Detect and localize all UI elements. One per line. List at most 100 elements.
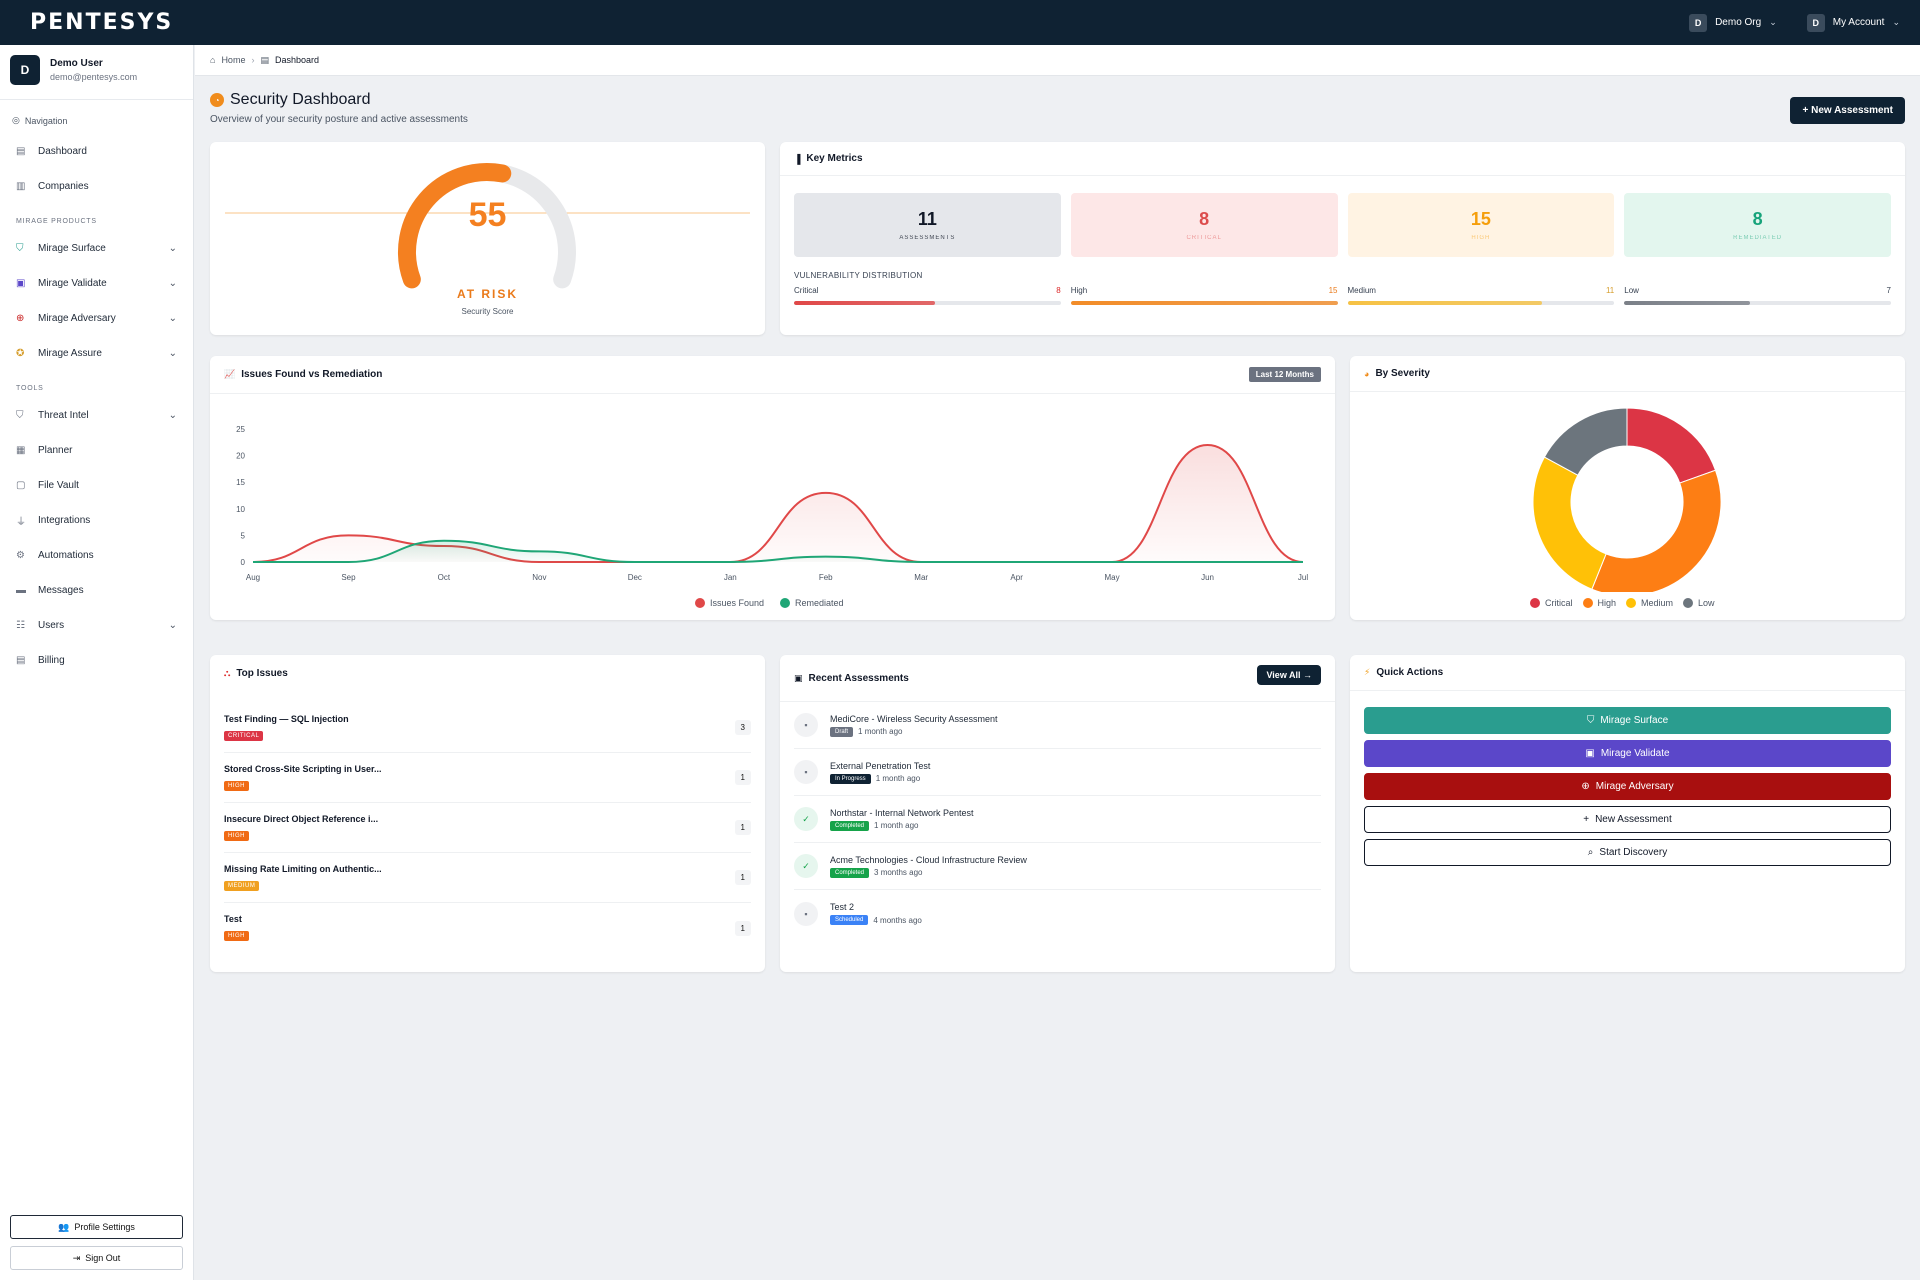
vault-icon: ▢: [16, 480, 26, 491]
plus-icon: +: [1583, 814, 1590, 825]
y-tick-label: 20: [236, 452, 245, 461]
robot-icon: ⚙: [16, 550, 25, 561]
legend-item[interactable]: Issues Found: [695, 598, 764, 608]
list-item[interactable]: Test HIGH 1: [224, 903, 751, 953]
legend-item[interactable]: Critical: [1530, 598, 1573, 608]
y-tick-label: 0: [241, 558, 246, 567]
metric-label: CRITICAL: [1186, 235, 1222, 241]
issue-title: Stored Cross-Site Scripting in User...: [224, 763, 382, 774]
distribution-high: High 15: [1070, 286, 1338, 305]
distribution-value: 8: [1056, 286, 1061, 295]
assessment-time: 1 month ago: [874, 821, 919, 830]
metric-card-assessments[interactable]: 11 ASSESSMENTS: [794, 193, 1061, 257]
sidebar-item-planner[interactable]: ▦ Planner: [0, 433, 193, 468]
legend-item[interactable]: Remediated: [780, 598, 844, 608]
list-item[interactable]: Insecure Direct Object Reference i... HIG…: [224, 803, 751, 853]
sidebar-item-label: Dashboard: [38, 146, 87, 157]
legend-item[interactable]: Medium: [1626, 598, 1673, 608]
legend-dot: [695, 598, 705, 608]
legend-dot: [780, 598, 791, 608]
section-tools: TOOLS: [16, 385, 44, 392]
quick-action-mirage-adversary[interactable]: ⊕ Mirage Adversary: [1364, 773, 1891, 800]
trend-legend: Issues Found Remediated: [695, 598, 844, 608]
quick-action-start-discovery[interactable]: ⌕ Start Discovery: [1364, 839, 1891, 866]
nav-heading: ◎ Navigation: [12, 115, 68, 126]
bar-chart-icon: ▐: [794, 153, 801, 164]
chevron-down-icon: ⌄: [168, 620, 177, 631]
sidebar-item-integrations[interactable]: ⏚ Integrations: [0, 503, 193, 538]
breadcrumb-separator: ›: [251, 55, 255, 65]
org-switcher[interactable]: D Demo Org ⌄: [1689, 13, 1777, 32]
y-tick-label: 25: [236, 425, 245, 434]
donut-slice-critical: [1626, 407, 1717, 484]
section-products: MIRAGE PRODUCTS: [16, 218, 97, 225]
list-item[interactable]: ✓ Northstar - Internal Network Pentest Com…: [794, 796, 1321, 843]
sidebar-item-dashboard[interactable]: ▤ Dashboard: [0, 134, 193, 169]
metric-card-high[interactable]: 15 HIGH: [1347, 193, 1615, 257]
sidebar-item-messages[interactable]: ▬ Messages: [0, 573, 193, 608]
list-item[interactable]: ✓ Acme Technologies - Cloud Infrastructur…: [794, 843, 1321, 890]
sidebar-item-users[interactable]: ☷ Users ⌄: [0, 608, 193, 643]
user-cog-icon: 👥: [58, 1221, 70, 1232]
distribution-value: 15: [1328, 286, 1338, 295]
x-tick-label: Dec: [628, 573, 642, 582]
sidebar-item-label: Users: [38, 620, 65, 631]
list-item[interactable]: Stored Cross-Site Scripting in User... HI…: [224, 753, 751, 803]
issues-trend-card: 📈 Issues Found vs Remediation Last 12 Mo…: [210, 356, 1335, 620]
breadcrumb-home[interactable]: Home: [221, 55, 246, 65]
sidebar-item-label: Integrations: [38, 515, 91, 526]
metric-card-remediated[interactable]: 8 REMEDIATED: [1624, 193, 1891, 257]
x-tick-label: Sep: [341, 573, 356, 582]
sidebar-item-threat-intel[interactable]: ⛉ Threat Intel ⌄: [0, 398, 193, 433]
metric-value: 15: [1470, 209, 1491, 229]
quick-action-mirage-validate[interactable]: ▣ Mirage Validate: [1364, 740, 1891, 767]
legend-item[interactable]: High: [1582, 598, 1617, 608]
legend-label: High: [1597, 598, 1617, 608]
list-item[interactable]: Test Finding — SQL Injection CRITICAL 3: [224, 703, 751, 753]
chevron-down-icon: ⌄: [168, 410, 177, 421]
list-item[interactable]: ▪ Test 2 Scheduled 4 months ago: [794, 890, 1321, 937]
metric-label: ASSESSMENTS: [899, 235, 956, 241]
sidebar-item-billing[interactable]: ▤ Billing: [0, 643, 193, 678]
x-tick-label: Jan: [724, 573, 737, 582]
shield-icon: ⛉: [16, 243, 24, 254]
sidebar-item-file-vault[interactable]: ▢ File Vault: [0, 468, 193, 503]
sidebar-item-label: Mirage Adversary: [38, 313, 116, 324]
list-item[interactable]: ▪ External Penetration Test In Progress 1 m…: [794, 749, 1321, 796]
donut-slice-high: [1591, 469, 1722, 592]
sidebar-item-mirage-surface[interactable]: ⛉ Mirage Surface ⌄: [0, 231, 193, 266]
list-item[interactable]: ▪ MediCore - Wireless Security Assessment…: [794, 702, 1321, 749]
range-badge[interactable]: Last 12 Months: [1248, 367, 1321, 382]
quick-action-new-assessment[interactable]: + New Assessment: [1364, 806, 1891, 833]
account-menu[interactable]: D My Account ⌄: [1806, 13, 1900, 32]
severity-badge: CRITICAL: [224, 730, 264, 741]
metric-label: REMEDIATED: [1733, 235, 1783, 241]
profile-settings-button[interactable]: 👥 Profile Settings: [10, 1215, 183, 1239]
gauge-fill: [398, 163, 512, 289]
sidebar-item-mirage-assure[interactable]: ✪ Mirage Assure ⌄: [0, 336, 193, 371]
metric-label: HIGH: [1471, 235, 1491, 241]
new-assessment-button[interactable]: + New Assessment: [1790, 97, 1905, 124]
severity-badge: HIGH: [224, 931, 249, 941]
sign-out-button[interactable]: ⇥ Sign Out: [10, 1246, 183, 1270]
sidebar-item-mirage-adversary[interactable]: ⊕ Mirage Adversary ⌄: [0, 301, 193, 336]
users-icon: ☷: [16, 620, 25, 631]
distribution-bar-fill: [1070, 301, 1338, 305]
app-logo[interactable]: PENTESYS: [30, 10, 174, 35]
view-all-button[interactable]: View All →: [1257, 665, 1321, 685]
legend-item[interactable]: Low: [1683, 598, 1715, 608]
sidebar-item-companies[interactable]: ▥ Companies: [0, 169, 193, 204]
quick-action-label: Mirage Validate: [1600, 748, 1670, 759]
trend-title: Issues Found vs Remediation: [241, 369, 383, 380]
list-item[interactable]: Missing Rate Limiting on Authentic... MED…: [224, 853, 751, 903]
page-subtitle: Overview of your security posture and ac…: [210, 114, 468, 125]
metric-card-critical[interactable]: 8 CRITICAL: [1070, 193, 1338, 257]
pie-chart-icon: ◕: [1364, 368, 1370, 379]
security-score-card: 55 AT RISK Security Score: [210, 142, 765, 335]
quick-action-mirage-surface[interactable]: ⛉ Mirage Surface: [1364, 707, 1891, 734]
assessment-time: 4 months ago: [873, 915, 922, 925]
sidebar-item-mirage-validate[interactable]: ▣ Mirage Validate ⌄: [0, 266, 193, 301]
distribution-low: Low 7: [1624, 286, 1891, 305]
sidebar-item-automations[interactable]: ⚙ Automations: [0, 538, 193, 573]
quick-action-label: New Assessment: [1595, 814, 1672, 825]
